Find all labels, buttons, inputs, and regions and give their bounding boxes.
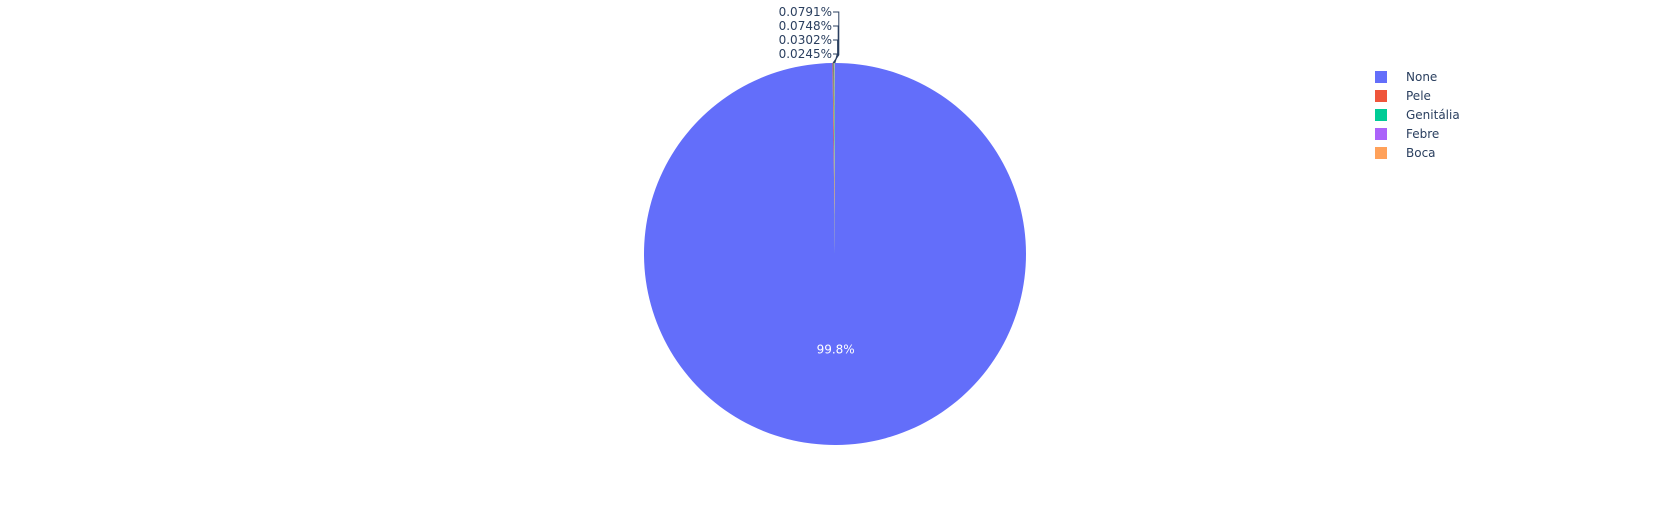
legend-swatch-genitalia bbox=[1375, 109, 1387, 121]
legend-item-febre[interactable]: Febre bbox=[1375, 127, 1439, 141]
legend-label-pele: Pele bbox=[1406, 89, 1431, 103]
pie-slices bbox=[644, 63, 1026, 445]
legend-swatch-febre bbox=[1375, 128, 1387, 140]
legend: None Pele Genitália Febre Boca bbox=[1375, 70, 1460, 160]
slice-label-none: 99.8% bbox=[817, 342, 855, 356]
legend-item-none[interactable]: None bbox=[1375, 70, 1437, 84]
leader-lines bbox=[833, 12, 839, 63]
legend-label-boca: Boca bbox=[1406, 146, 1436, 160]
legend-label-febre: Febre bbox=[1406, 127, 1439, 141]
legend-swatch-boca bbox=[1375, 147, 1387, 159]
legend-item-boca[interactable]: Boca bbox=[1375, 146, 1436, 160]
legend-item-pele[interactable]: Pele bbox=[1375, 89, 1431, 103]
legend-label-none: None bbox=[1406, 70, 1437, 84]
legend-item-genitalia[interactable]: Genitália bbox=[1375, 108, 1460, 122]
legend-swatch-pele bbox=[1375, 90, 1387, 102]
legend-label-genitalia: Genitália bbox=[1406, 108, 1460, 122]
slice-label-genitalia: 0.0748% bbox=[779, 19, 832, 33]
pie-slice-none[interactable] bbox=[644, 63, 1026, 445]
slice-label-pele: 0.0791% bbox=[779, 5, 832, 19]
slice-label-febre: 0.0302% bbox=[779, 33, 832, 47]
slice-label-boca: 0.0245% bbox=[779, 47, 832, 61]
legend-swatch-none bbox=[1375, 71, 1387, 83]
